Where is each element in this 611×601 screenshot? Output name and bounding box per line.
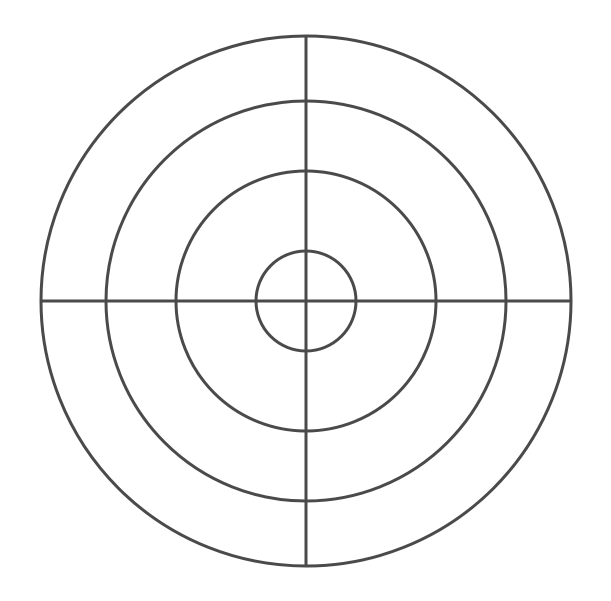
target-svg bbox=[26, 21, 586, 581]
target-diagram bbox=[26, 21, 586, 581]
